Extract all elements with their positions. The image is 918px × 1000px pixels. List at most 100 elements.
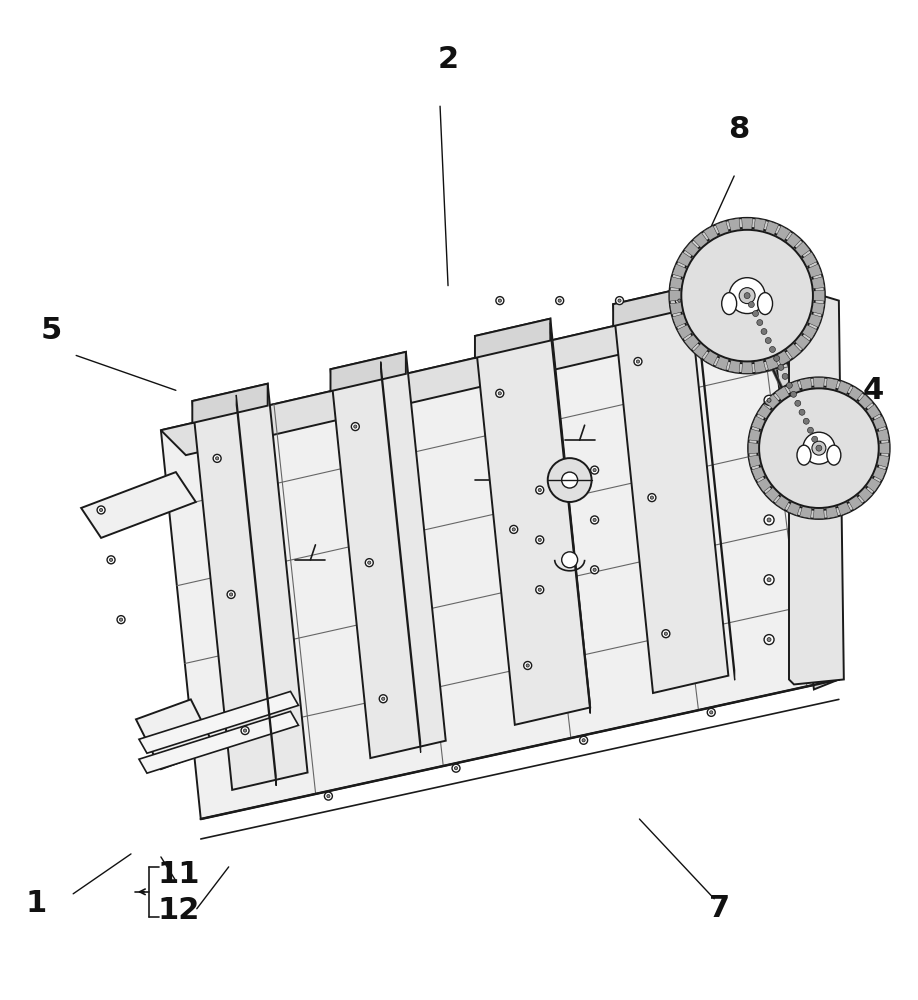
Circle shape — [767, 638, 771, 642]
Polygon shape — [801, 324, 817, 339]
Circle shape — [710, 711, 713, 714]
Polygon shape — [812, 290, 824, 301]
Text: 7: 7 — [709, 894, 730, 923]
Ellipse shape — [797, 445, 811, 465]
Polygon shape — [752, 416, 766, 430]
Polygon shape — [695, 289, 734, 680]
Circle shape — [579, 736, 588, 744]
Circle shape — [767, 398, 771, 402]
Circle shape — [767, 578, 771, 582]
Circle shape — [99, 508, 103, 512]
Circle shape — [761, 329, 767, 335]
Circle shape — [787, 382, 792, 388]
Circle shape — [634, 358, 642, 366]
Circle shape — [227, 590, 235, 598]
Polygon shape — [807, 314, 822, 327]
Circle shape — [593, 568, 596, 571]
Polygon shape — [192, 384, 308, 790]
Circle shape — [538, 588, 542, 591]
Polygon shape — [807, 264, 822, 277]
Circle shape — [676, 297, 683, 305]
Polygon shape — [693, 233, 709, 248]
Circle shape — [753, 311, 758, 317]
Circle shape — [648, 494, 655, 502]
Polygon shape — [703, 350, 718, 366]
Circle shape — [748, 302, 755, 308]
Circle shape — [496, 297, 504, 305]
Circle shape — [795, 400, 800, 406]
Polygon shape — [475, 319, 590, 725]
Circle shape — [757, 386, 880, 510]
Circle shape — [327, 795, 330, 798]
Circle shape — [216, 457, 218, 460]
Circle shape — [764, 395, 774, 405]
Text: 2: 2 — [438, 45, 459, 74]
Circle shape — [512, 528, 515, 531]
Circle shape — [241, 727, 249, 735]
Text: 1: 1 — [26, 889, 47, 918]
Polygon shape — [801, 252, 817, 267]
Polygon shape — [857, 394, 873, 409]
Circle shape — [764, 335, 774, 345]
Circle shape — [558, 299, 561, 302]
Circle shape — [353, 425, 357, 428]
Circle shape — [562, 552, 577, 568]
Circle shape — [729, 278, 765, 314]
Circle shape — [774, 355, 779, 361]
Polygon shape — [670, 277, 683, 289]
Circle shape — [707, 708, 715, 716]
Polygon shape — [754, 359, 766, 373]
Polygon shape — [748, 455, 761, 467]
Polygon shape — [136, 699, 216, 769]
Text: 8: 8 — [729, 115, 750, 144]
Circle shape — [739, 288, 756, 304]
Polygon shape — [728, 218, 740, 232]
Text: 4: 4 — [863, 376, 884, 405]
Polygon shape — [776, 226, 790, 241]
Circle shape — [582, 739, 585, 742]
Polygon shape — [866, 477, 880, 492]
Circle shape — [650, 496, 654, 499]
Circle shape — [803, 418, 810, 424]
Polygon shape — [877, 455, 890, 467]
Circle shape — [590, 466, 599, 474]
Circle shape — [593, 518, 596, 522]
Polygon shape — [857, 487, 873, 502]
Circle shape — [593, 468, 596, 472]
Polygon shape — [670, 302, 683, 314]
Circle shape — [243, 729, 247, 732]
Polygon shape — [613, 287, 688, 326]
Circle shape — [764, 575, 774, 585]
Polygon shape — [748, 443, 759, 454]
Polygon shape — [161, 286, 809, 455]
Circle shape — [498, 299, 501, 302]
Polygon shape — [475, 319, 550, 358]
Circle shape — [766, 337, 771, 343]
Polygon shape — [754, 218, 766, 232]
Polygon shape — [381, 362, 420, 752]
Polygon shape — [775, 495, 789, 510]
Circle shape — [536, 536, 543, 544]
Circle shape — [382, 697, 385, 700]
Polygon shape — [330, 352, 406, 391]
Circle shape — [452, 764, 460, 772]
Circle shape — [764, 455, 774, 465]
Ellipse shape — [827, 445, 841, 465]
Circle shape — [735, 297, 744, 305]
Polygon shape — [236, 395, 276, 786]
Polygon shape — [684, 242, 700, 257]
Circle shape — [509, 525, 518, 533]
Circle shape — [117, 616, 125, 624]
Polygon shape — [765, 487, 780, 502]
Circle shape — [662, 630, 670, 638]
Ellipse shape — [722, 293, 736, 315]
Circle shape — [759, 388, 879, 508]
Polygon shape — [139, 691, 298, 753]
Polygon shape — [752, 467, 766, 480]
Circle shape — [769, 346, 776, 352]
Polygon shape — [872, 467, 886, 480]
Polygon shape — [775, 386, 789, 401]
Polygon shape — [877, 429, 890, 441]
Circle shape — [538, 538, 542, 541]
Polygon shape — [684, 334, 700, 350]
